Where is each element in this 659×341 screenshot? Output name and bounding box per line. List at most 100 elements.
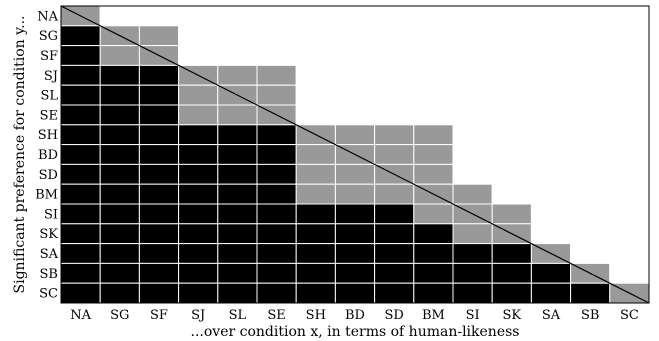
matrix-cell-SF-over-SG [99,45,140,66]
matrix-cell-BD-over-SL [217,144,258,165]
matrix-cell-BD-over-SB [570,144,611,165]
matrix-cell-SA-over-NA [60,243,101,264]
matrix-cell-SA-over-SI [452,243,493,264]
matrix-cell-SB-over-SJ [178,262,219,284]
matrix-cell-SI-over-SH [295,203,336,225]
matrix-cell-SL-over-BD [334,84,376,106]
matrix-cell-SF-over-SH [295,45,336,66]
matrix-cell-SA-over-BM [413,243,454,264]
matrix-cell-SC-over-NA [60,282,101,304]
matrix-cell-NA-over-SD [374,5,415,27]
y-tick-label-SE: SE [40,108,58,123]
x-tick-label-SI: SI [466,308,480,323]
matrix-cell-SC-over-SH [295,282,336,304]
matrix-cell-SF-over-SB [570,45,611,66]
matrix-cell-BD-over-SC [609,144,650,165]
matrix-cell-SK-over-SG [99,223,140,245]
matrix-cell-SI-over-SK [491,203,532,225]
matrix-cell-SL-over-SA [530,84,572,106]
matrix-cell-SJ-over-BD [334,64,376,86]
matrix-cell-SL-over-SH [295,84,336,106]
matrix-cell-SJ-over-NA [60,64,101,86]
matrix-cell-NA-over-SB [570,5,611,27]
x-tick-label-SJ: SJ [191,308,205,323]
matrix-cell-SH-over-SC [609,124,650,146]
x-tick-label-SL: SL [229,308,247,323]
matrix-cell-SE-over-SF [138,104,180,126]
matrix-cell-SE-over-SD [374,104,415,126]
matrix-cell-SJ-over-SL [217,64,258,86]
x-tick-label-SC: SC [620,308,639,323]
matrix-cell-SH-over-SF [138,124,180,146]
y-tick-label-SJ: SJ [44,69,58,84]
matrix-cell-BD-over-SE [256,144,297,165]
matrix-cell-BD-over-BM [413,144,454,165]
matrix-cell-SK-over-BM [413,223,454,245]
matrix-cell-SL-over-SJ [178,84,219,106]
matrix-cell-SC-over-SJ [178,282,219,304]
matrix-cell-SH-over-SJ [178,124,219,146]
matrix-cell-SC-over-SL [217,282,258,304]
matrix-cell-SK-over-NA [60,223,101,245]
matrix-cell-SH-over-SL [217,124,258,146]
matrix-cell-SH-over-SE [256,124,297,146]
y-tick-label-SB: SB [40,267,58,282]
y-tick-label-SF: SF [40,49,58,64]
matrix-cell-BM-over-SF [138,183,180,205]
x-tick-label-NA: NA [70,308,91,323]
matrix-cell-SK-over-SF [138,223,180,245]
matrix-cell-SE-over-SG [99,104,140,126]
matrix-cell-SL-over-SC [609,84,650,106]
matrix-cell-SC-over-SG [99,282,140,304]
matrix-cell-SC-over-BD [334,282,376,304]
matrix-cell-SJ-over-SH [295,64,336,86]
matrix-cell-SH-over-BD [334,124,376,146]
matrix-cell-BD-over-SI [452,144,493,165]
matrix-cell-SK-over-BD [334,223,376,245]
y-tick-label-BM: BM [35,188,58,203]
matrix-cell-SG-over-BM [413,25,454,47]
matrix-cell-SE-over-SH [295,104,336,126]
matrix-cell-BM-over-SI [452,183,493,205]
matrix-cell-SC-over-SE [256,282,297,304]
x-axis-label: ...over condition x, in terms of human-l… [191,324,520,340]
matrix-cell-SJ-over-SD [374,64,415,86]
matrix-cell-SF-over-SI [452,45,493,66]
y-axis-label: Significant preference for condition y..… [12,16,28,294]
y-tick-label-SI: SI [44,207,58,222]
y-tick-label-SC: SC [39,287,58,302]
matrix-cell-SH-over-SD [374,124,415,146]
matrix-cell-SI-over-SG [99,203,140,225]
y-tick-labels: NA SG SF SJ SL SE SH BD SD BM SI SK SA SB SC [35,9,58,301]
matrix-cell-SJ-over-SC [609,64,650,86]
matrix-cell-SH-over-NA [60,124,101,146]
matrix-cell-SJ-over-SA [530,64,572,86]
x-tick-label-SA: SA [542,308,561,323]
matrix-cell-NA-over-SF [138,5,180,27]
matrix-cell-SL-over-SF [138,84,180,106]
matrix-cell-SL-over-SE [256,84,297,106]
x-tick-label-BM: BM [422,308,445,323]
matrix-cell-SA-over-SB [570,243,611,264]
matrix-cell-SE-over-SJ [178,104,219,126]
matrix-cell-BM-over-SJ [178,183,219,205]
matrix-cell-SG-over-SF [138,25,180,47]
matrix-cell-SE-over-SI [452,104,493,126]
matrix-cell-SK-over-SH [295,223,336,245]
matrix-cell-SK-over-SI [452,223,493,245]
matrix-cell-SD-over-SH [295,163,336,185]
matrix-cell-SE-over-BM [413,104,454,126]
matrix-cell-SG-over-SI [452,25,493,47]
matrix-cell-SB-over-BM [413,262,454,284]
matrix-cell-NA-over-BM [413,5,454,27]
y-tick-label-NA: NA [37,9,58,24]
matrix-cell-SI-over-SE [256,203,297,225]
matrix-cell-BD-over-SF [138,144,180,165]
matrix-cell-SG-over-SL [217,25,258,47]
matrix-cell-SC-over-SD [374,282,415,304]
matrix-cell-SF-over-BD [334,45,376,66]
matrix-cell-BM-over-SA [530,183,572,205]
matrix-cell-SH-over-SB [570,124,611,146]
matrix-cell-SG-over-SK [491,25,532,47]
x-tick-label-SB: SB [581,308,599,323]
